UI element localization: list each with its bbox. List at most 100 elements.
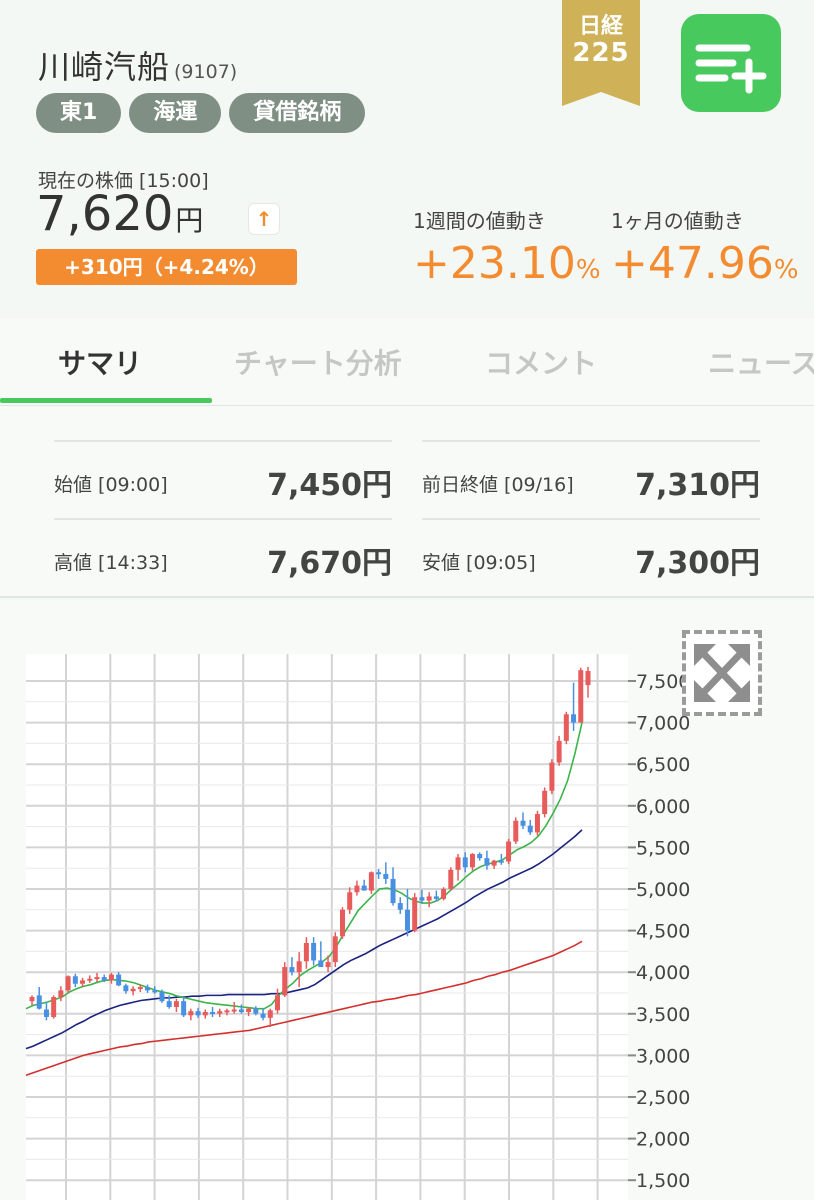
candle-body: [210, 1012, 216, 1015]
candle-body: [43, 1009, 49, 1017]
y-tick-label: 6,000: [636, 796, 690, 818]
week-change-value: +23.10%: [413, 238, 601, 289]
prev-close-value: 7,310円: [635, 468, 760, 503]
candle-body: [441, 888, 447, 899]
y-tick-label: 3,500: [636, 1004, 690, 1026]
y-tick-label: 1,500: [636, 1170, 690, 1192]
tag-margin[interactable]: 貸借銘柄: [229, 93, 366, 133]
candle-body: [383, 873, 389, 879]
candle-body: [506, 841, 512, 862]
candle-body: [217, 1011, 223, 1014]
candle-body: [513, 820, 519, 842]
tab-chart-analysis[interactable]: チャート分析: [234, 347, 402, 380]
candle-body: [578, 670, 584, 723]
y-tick-label: 3,000: [636, 1045, 690, 1067]
open-price-cell: 始値 [09:00] 7,450円: [54, 440, 392, 516]
tag-market[interactable]: 東1: [36, 93, 122, 133]
candle-body: [58, 990, 64, 998]
nikkei-badge-line2: 225: [572, 38, 630, 68]
high-price-cell: 高値 [14:33] 7,670円: [54, 518, 392, 594]
candle-body: [412, 897, 418, 931]
y-tick-label: 2,500: [636, 1087, 690, 1109]
nikkei225-badge: 日経 225: [562, 0, 640, 106]
add-to-watchlist-button[interactable]: [681, 14, 781, 112]
ma-mid-line: [25, 829, 583, 1050]
tag-industry[interactable]: 海運: [129, 93, 222, 133]
low-price-cell: 安値 [09:05] 7,300円: [422, 518, 760, 594]
candle-body: [123, 985, 129, 992]
candle-body: [267, 1010, 273, 1018]
month-change-value: +47.96%: [611, 238, 799, 289]
week-change-label: 1週間の値動き: [413, 209, 546, 233]
arrow-up-icon: ↑: [248, 203, 280, 235]
candle-body: [549, 762, 555, 791]
y-axis-ticks: 7,500 7,000 6,500 6,000 5,500 5,000 4,500 4,000…: [628, 671, 690, 1192]
high-price-label: 高値 [14:33]: [54, 552, 168, 574]
candle-body: [87, 978, 93, 981]
candle-body: [448, 869, 454, 889]
month-change-percent-sign: %: [773, 255, 799, 285]
price-value: 7,620: [36, 186, 174, 242]
candle-body: [303, 942, 309, 962]
prev-close-label: 前日終値 [09/16]: [422, 474, 574, 496]
candle-body: [289, 967, 295, 973]
high-price-value: 7,670円: [267, 546, 392, 581]
candle-body: [65, 976, 71, 991]
candle-body: [332, 936, 338, 963]
stock-header: 川崎汽船 (9107) 東1 海運 貸借銘柄 日経 225 現在の株価 [15:…: [0, 0, 814, 318]
candle-body: [534, 814, 540, 833]
price-change-badge: +310円（+4.24%）: [36, 249, 297, 285]
candle-body: [542, 790, 548, 815]
candle-body: [282, 967, 288, 996]
low-price-value: 7,300円: [635, 546, 760, 581]
candle-body: [347, 892, 353, 910]
candle-body: [491, 860, 497, 866]
candle-body: [130, 988, 136, 992]
tab-comments[interactable]: コメント: [485, 347, 598, 380]
candle-body: [36, 995, 42, 1009]
candle-body: [433, 896, 439, 899]
week-change-number: +23.10: [413, 238, 576, 289]
candle-body: [231, 1009, 237, 1012]
candle-body: [484, 858, 490, 866]
candle-body: [419, 897, 425, 901]
candle-body: [80, 980, 86, 984]
candle-body: [202, 1012, 208, 1016]
y-tick-label: 2,000: [636, 1129, 690, 1151]
month-change-number: +47.96: [611, 238, 774, 289]
expand-icon: [694, 644, 750, 702]
candle-body: [260, 1013, 266, 1018]
candle-body: [498, 860, 504, 863]
nikkei-badge-line1: 日経: [578, 14, 623, 39]
candle-body: [585, 671, 591, 686]
candle-body: [520, 820, 526, 826]
title-row: 川崎汽船 (9107): [38, 42, 237, 88]
y-tick-label: 4,500: [636, 921, 690, 943]
current-price: 7,620円: [36, 186, 203, 242]
open-price-value: 7,450円: [267, 468, 392, 503]
candle-body: [238, 1009, 244, 1013]
candle-body: [166, 1001, 172, 1008]
candle-body: [426, 896, 432, 901]
expand-chart-button[interactable]: [682, 630, 762, 716]
candle-body: [116, 974, 122, 986]
candle-body: [145, 987, 151, 991]
month-change-label: 1ヶ月の値動き: [611, 209, 744, 233]
candle-body: [159, 992, 165, 1002]
candle-body: [469, 853, 475, 868]
candle-body: [462, 857, 468, 868]
chart-grid: [26, 654, 628, 1200]
candle-body: [325, 962, 331, 968]
plot-background: [26, 654, 628, 1200]
tab-summary[interactable]: サマリ: [58, 347, 143, 380]
candle-body: [311, 942, 317, 961]
tab-news[interactable]: ニュース: [708, 347, 814, 380]
price-chart[interactable]: 7,500 7,000 6,500 6,000 5,500 5,000 4,500 4,000…: [0, 640, 814, 1200]
candle-body: [397, 903, 403, 910]
candle-body: [361, 885, 367, 891]
candle-body: [29, 997, 35, 1002]
candle-body: [195, 1011, 201, 1016]
candle-body: [390, 878, 396, 904]
active-tab-indicator: [0, 398, 212, 403]
candle-body: [477, 853, 483, 859]
